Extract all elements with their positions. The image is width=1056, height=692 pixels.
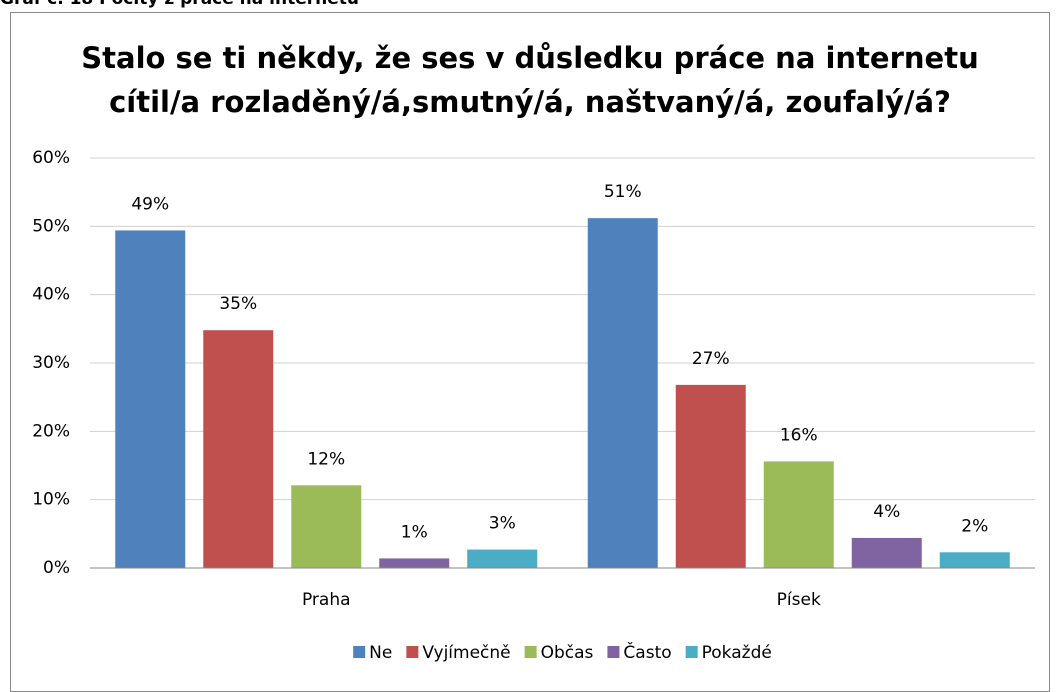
caption: Graf č. 18 Pocity z práce na internetu: [0, 0, 359, 9]
legend-swatch: [607, 646, 620, 658]
bar: [291, 485, 362, 568]
bar: [115, 230, 186, 568]
chart-title: Stalo se ti někdy, že ses v důsledku prá…: [81, 41, 979, 119]
bar: [587, 218, 658, 568]
data-label: 2%: [961, 516, 988, 536]
legend-label: Občas: [541, 643, 594, 663]
bar: [203, 330, 274, 568]
data-label: 3%: [489, 514, 516, 534]
bar: [763, 461, 834, 568]
legend-label: Často: [623, 641, 671, 663]
bar: [939, 552, 1010, 568]
data-label: 35%: [219, 294, 257, 314]
data-label: 12%: [307, 449, 345, 469]
y-tick-label: 50%: [32, 216, 70, 236]
y-tick-label: 30%: [32, 353, 70, 373]
legend-swatch: [685, 646, 698, 658]
y-tick-label: 60%: [32, 148, 70, 168]
y-tick-label: 0%: [43, 558, 70, 578]
bar: [851, 537, 922, 568]
bar: [379, 558, 450, 568]
x-tick-label: Písek: [777, 590, 821, 610]
legend-swatch: [406, 646, 419, 658]
data-label: 16%: [780, 425, 818, 445]
bar: [675, 384, 746, 568]
y-tick-label: 20%: [32, 421, 70, 441]
legend-label: Pokaždé: [702, 643, 772, 663]
y-tick-label: 40%: [32, 285, 70, 305]
legend-label: Vyjímečně: [422, 643, 510, 663]
bar: [467, 549, 538, 568]
data-label: 49%: [131, 194, 169, 214]
legend-label: Ne: [369, 643, 392, 663]
data-label: 51%: [604, 182, 642, 202]
x-tick-label: Praha: [302, 590, 351, 610]
legend-swatch: [524, 646, 537, 658]
legend-swatch: [353, 646, 366, 658]
data-label: 27%: [692, 349, 730, 369]
data-label: 4%: [873, 502, 900, 522]
data-label: 1%: [401, 522, 428, 542]
y-tick-label: 10%: [32, 490, 70, 510]
